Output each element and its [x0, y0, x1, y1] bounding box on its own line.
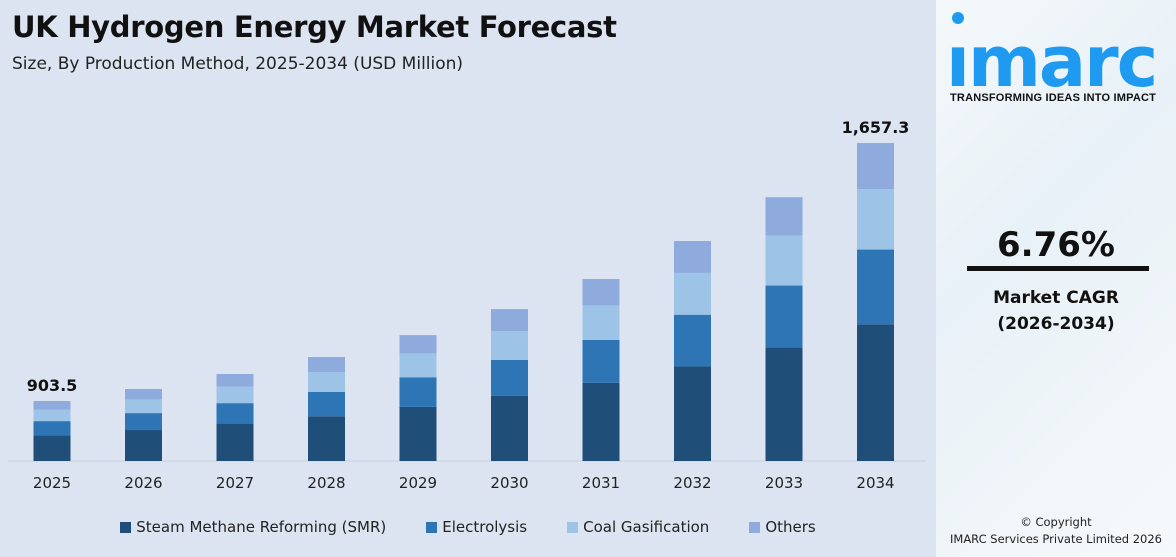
copyright: © Copyright IMARC Services Private Limit…: [936, 514, 1176, 548]
bar-segment-2026: [125, 413, 162, 431]
legend-item: Steam Methane Reforming (SMR): [120, 518, 386, 536]
bar-segment-2031: [582, 279, 620, 306]
data-label: 903.5: [27, 376, 78, 395]
bar-segment-2030: [491, 331, 528, 360]
imarc-logo: ımarc: [946, 12, 1158, 90]
legend-swatch: [749, 521, 761, 533]
bar-segment-2029: [399, 353, 437, 378]
legend: Steam Methane Reforming (SMR) Electrolysi…: [0, 518, 936, 536]
legend-label: Electrolysis: [442, 518, 528, 536]
svg-text:ımarc: ımarc: [946, 21, 1156, 90]
bar-segment-2029: [399, 335, 437, 354]
data-label: 1,657.3: [842, 118, 910, 137]
bar-segment-2032: [674, 241, 711, 273]
bar-segment-2028: [308, 391, 345, 417]
bar-segment-2031: [582, 305, 620, 340]
x-tick-label: 2028: [307, 474, 345, 492]
bar-segment-2028: [308, 357, 345, 373]
legend-label: Others: [765, 518, 816, 536]
copyright-text: © Copyright: [1020, 515, 1092, 529]
cagr-period: (2026-2034): [997, 314, 1115, 334]
bar-segment-2025: [33, 401, 71, 410]
legend-label: Steam Methane Reforming (SMR): [136, 518, 387, 536]
x-tick-label: 2031: [582, 474, 620, 492]
bar-segment-2025: [33, 421, 71, 436]
cagr-label-block: Market CAGR (2026-2034): [936, 285, 1176, 337]
bar-segment-2025: [33, 435, 71, 461]
x-tick-label: 2033: [765, 474, 803, 492]
bar-segment-2028: [308, 416, 345, 461]
bar-segment-2030: [491, 309, 528, 332]
legend-swatch: [567, 521, 579, 533]
bar-segment-2033: [765, 347, 803, 461]
brand-tagline: TRANSFORMING IDEAS INTO IMPACT: [950, 92, 1157, 104]
x-tick-label: 2030: [490, 474, 528, 492]
bar-segment-2034: [857, 189, 894, 250]
bar-segment-2032: [674, 314, 711, 367]
legend-swatch: [426, 521, 438, 533]
bar-segment-2034: [857, 249, 894, 325]
bar-segment-2033: [765, 235, 803, 286]
bar-segment-2026: [125, 388, 162, 400]
bar-segment-2034: [857, 143, 894, 190]
x-tick-label: 2027: [216, 474, 254, 492]
x-tick-label: 2034: [856, 474, 894, 492]
bar-segment-2025: [33, 409, 71, 422]
legend-swatch: [120, 521, 132, 533]
cagr-label: Market CAGR: [993, 288, 1119, 308]
info-panel: ımarc TRANSFORMING IDEAS INTO IMPACT 6.7…: [936, 0, 1176, 557]
bar-segment-2031: [582, 382, 620, 461]
x-tick-label: 2026: [124, 474, 162, 492]
bar-segment-2031: [582, 339, 620, 383]
bar-segment-2032: [674, 272, 711, 315]
bar-segment-2026: [125, 399, 162, 414]
legend-item: Electrolysis: [426, 518, 527, 536]
legend-label: Coal Gasification: [583, 518, 710, 536]
company-name: IMARC Services Private Limited 2026: [950, 532, 1162, 546]
chart-subtitle: Size, By Production Method, 2025-2034 (U…: [12, 54, 464, 74]
bar-segment-2029: [399, 406, 437, 461]
chart-title: UK Hydrogen Energy Market Forecast: [12, 10, 617, 44]
x-tick-label: 2025: [33, 474, 71, 492]
bar-segment-2029: [399, 377, 437, 407]
bar-segment-2033: [765, 285, 803, 348]
bar-segment-2034: [857, 324, 894, 461]
bar-segment-2027: [216, 386, 254, 404]
bar-segment-2033: [765, 197, 803, 236]
bar-segment-2027: [216, 423, 254, 461]
bar-segment-2026: [125, 430, 162, 461]
stacked-bar-chart: 2025 903.5 2026 2027 2028 2029 2030 2031 2032 203…: [8, 118, 926, 492]
bar-segment-2032: [674, 366, 711, 461]
bar-segment-2027: [216, 403, 254, 424]
divider: [967, 266, 1149, 271]
bar-segment-2027: [216, 374, 254, 387]
chart-panel: UK Hydrogen Energy Market Forecast Size,…: [0, 10, 936, 536]
x-tick-label: 2032: [673, 474, 711, 492]
cagr-value: 6.76%: [997, 225, 1115, 265]
x-tick-label: 2029: [399, 474, 437, 492]
legend-item: Others: [749, 518, 816, 536]
bar-segment-2028: [308, 372, 345, 392]
bar-segment-2030: [491, 395, 528, 461]
bar-segment-2030: [491, 359, 528, 396]
legend-item: Coal Gasification: [567, 518, 709, 536]
